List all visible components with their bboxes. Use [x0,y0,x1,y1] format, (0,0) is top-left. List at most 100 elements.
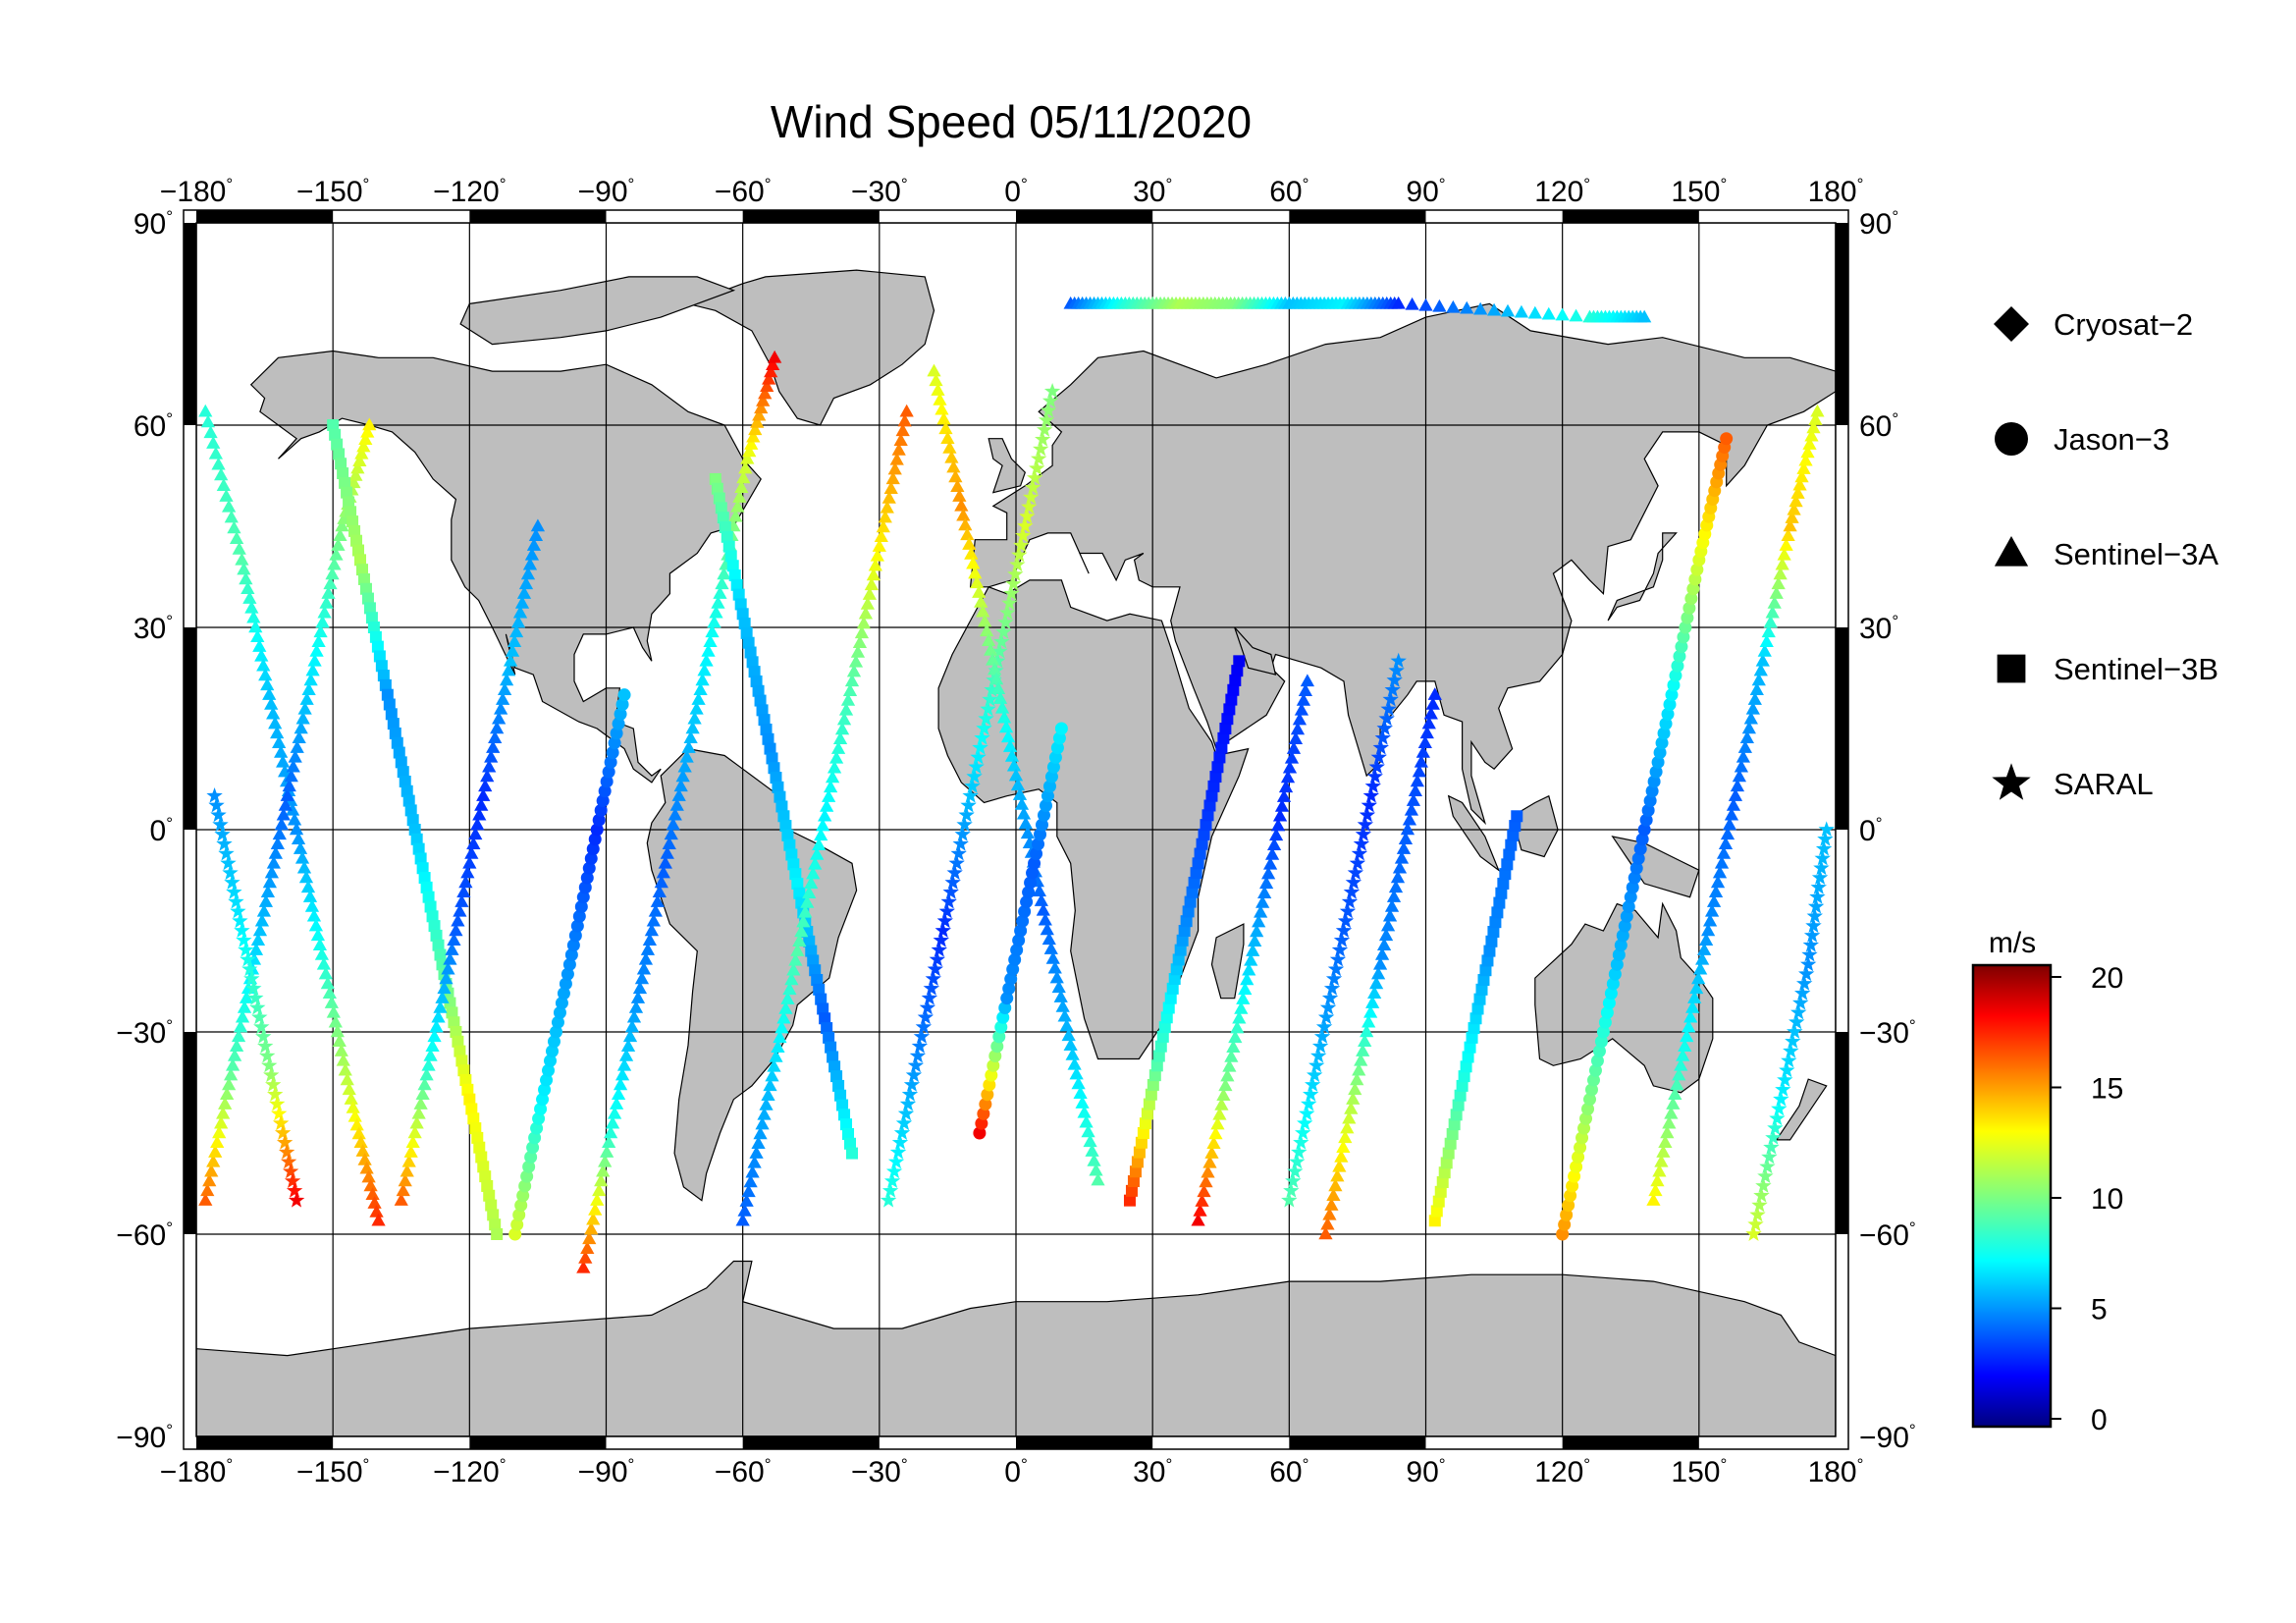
data-point [997,614,1014,630]
data-point [1648,1183,1663,1197]
data-point [239,991,254,1003]
data-point [1192,857,1204,870]
data-point [1224,1050,1239,1062]
data-point [1333,932,1351,947]
lat-ticks-left: 90° 60° 30° 0° −30° −60° −90° [116,207,173,1454]
data-point [1349,854,1366,871]
colorbar-unit: m/s [1989,927,2036,959]
data-point [1442,1147,1455,1160]
data-point [1794,469,1809,483]
data-point [1343,884,1361,899]
data-point [542,1063,556,1077]
lat-tick-label: 60° [133,409,173,443]
data-point [756,393,771,406]
data-point [236,932,252,947]
data-point [1065,1048,1080,1060]
data-point [1330,1168,1345,1182]
data-point [260,677,275,691]
data-point [614,707,627,721]
legend-label: Jason−3 [2054,422,2169,457]
data-point [1586,1073,1600,1087]
data-point [1755,653,1770,667]
data-point [607,1106,622,1119]
data-point [618,1049,634,1061]
data-point [986,652,1000,666]
data-point [728,509,743,522]
data-point [615,697,629,711]
data-point [1168,973,1181,986]
data-point [463,1093,476,1106]
data-point [738,618,751,630]
data-point [1355,826,1372,841]
data-point [652,885,667,898]
data-point [410,833,423,845]
data-point [893,1124,911,1140]
data-point [1785,1033,1801,1049]
data-point [732,490,747,503]
data-point [1351,844,1368,861]
data-point [1511,810,1523,823]
data-point [850,645,866,658]
data-point [1810,404,1825,417]
data-point [664,827,678,840]
data-point [931,942,947,957]
data-point [466,837,481,849]
data-point [1527,305,1542,319]
circle-icon [1995,422,2028,456]
lon-tick-label: 30° [1133,1455,1172,1488]
data-point [1384,681,1401,697]
data-point [363,1178,378,1192]
data-point [975,1116,988,1130]
data-point [1734,759,1749,773]
data-point [1594,1035,1608,1049]
data-point [1006,962,1020,976]
data-point [420,881,433,893]
data-point [701,644,716,657]
data-point [292,730,306,744]
data-point [312,938,328,950]
data-point [262,875,278,889]
data-point [1489,916,1502,929]
data-point [1380,918,1396,932]
data-point [596,1163,611,1177]
data-point [988,662,1002,676]
data-point [339,476,351,489]
data-point [1633,842,1647,856]
data-point [566,939,580,952]
data-point [1757,1167,1774,1184]
data-point [1747,1216,1764,1232]
data-point [1583,1093,1596,1107]
data-point [1706,894,1722,907]
data-point [1367,986,1382,1000]
data-point [1452,1099,1465,1111]
data-point [1032,838,1045,851]
data-point [612,717,625,730]
lon-tick-label: −60° [715,1455,772,1488]
data-point [887,1153,905,1169]
data-point [1479,964,1492,977]
frame-bar-top [1016,210,1153,223]
data-point [267,1086,284,1102]
data-point [464,846,479,859]
data-point [351,1126,366,1140]
data-point [980,700,996,717]
data-point [929,950,945,967]
legend-item: Jason−3 [1995,422,2169,457]
data-point [1143,1098,1155,1110]
data-point [256,658,271,672]
data-point [1213,751,1226,764]
data-point [962,787,979,803]
data-point [462,855,477,869]
data-point [1360,1024,1374,1038]
data-point [299,692,314,705]
data-point [927,960,943,977]
data-point [547,1035,561,1049]
data-point [1008,952,1022,966]
data-point [885,471,900,485]
data-point [691,692,706,705]
data-point [711,482,723,495]
data-point [570,919,584,933]
data-point [354,446,369,460]
data-point [1590,1054,1604,1067]
data-point [1233,655,1246,668]
